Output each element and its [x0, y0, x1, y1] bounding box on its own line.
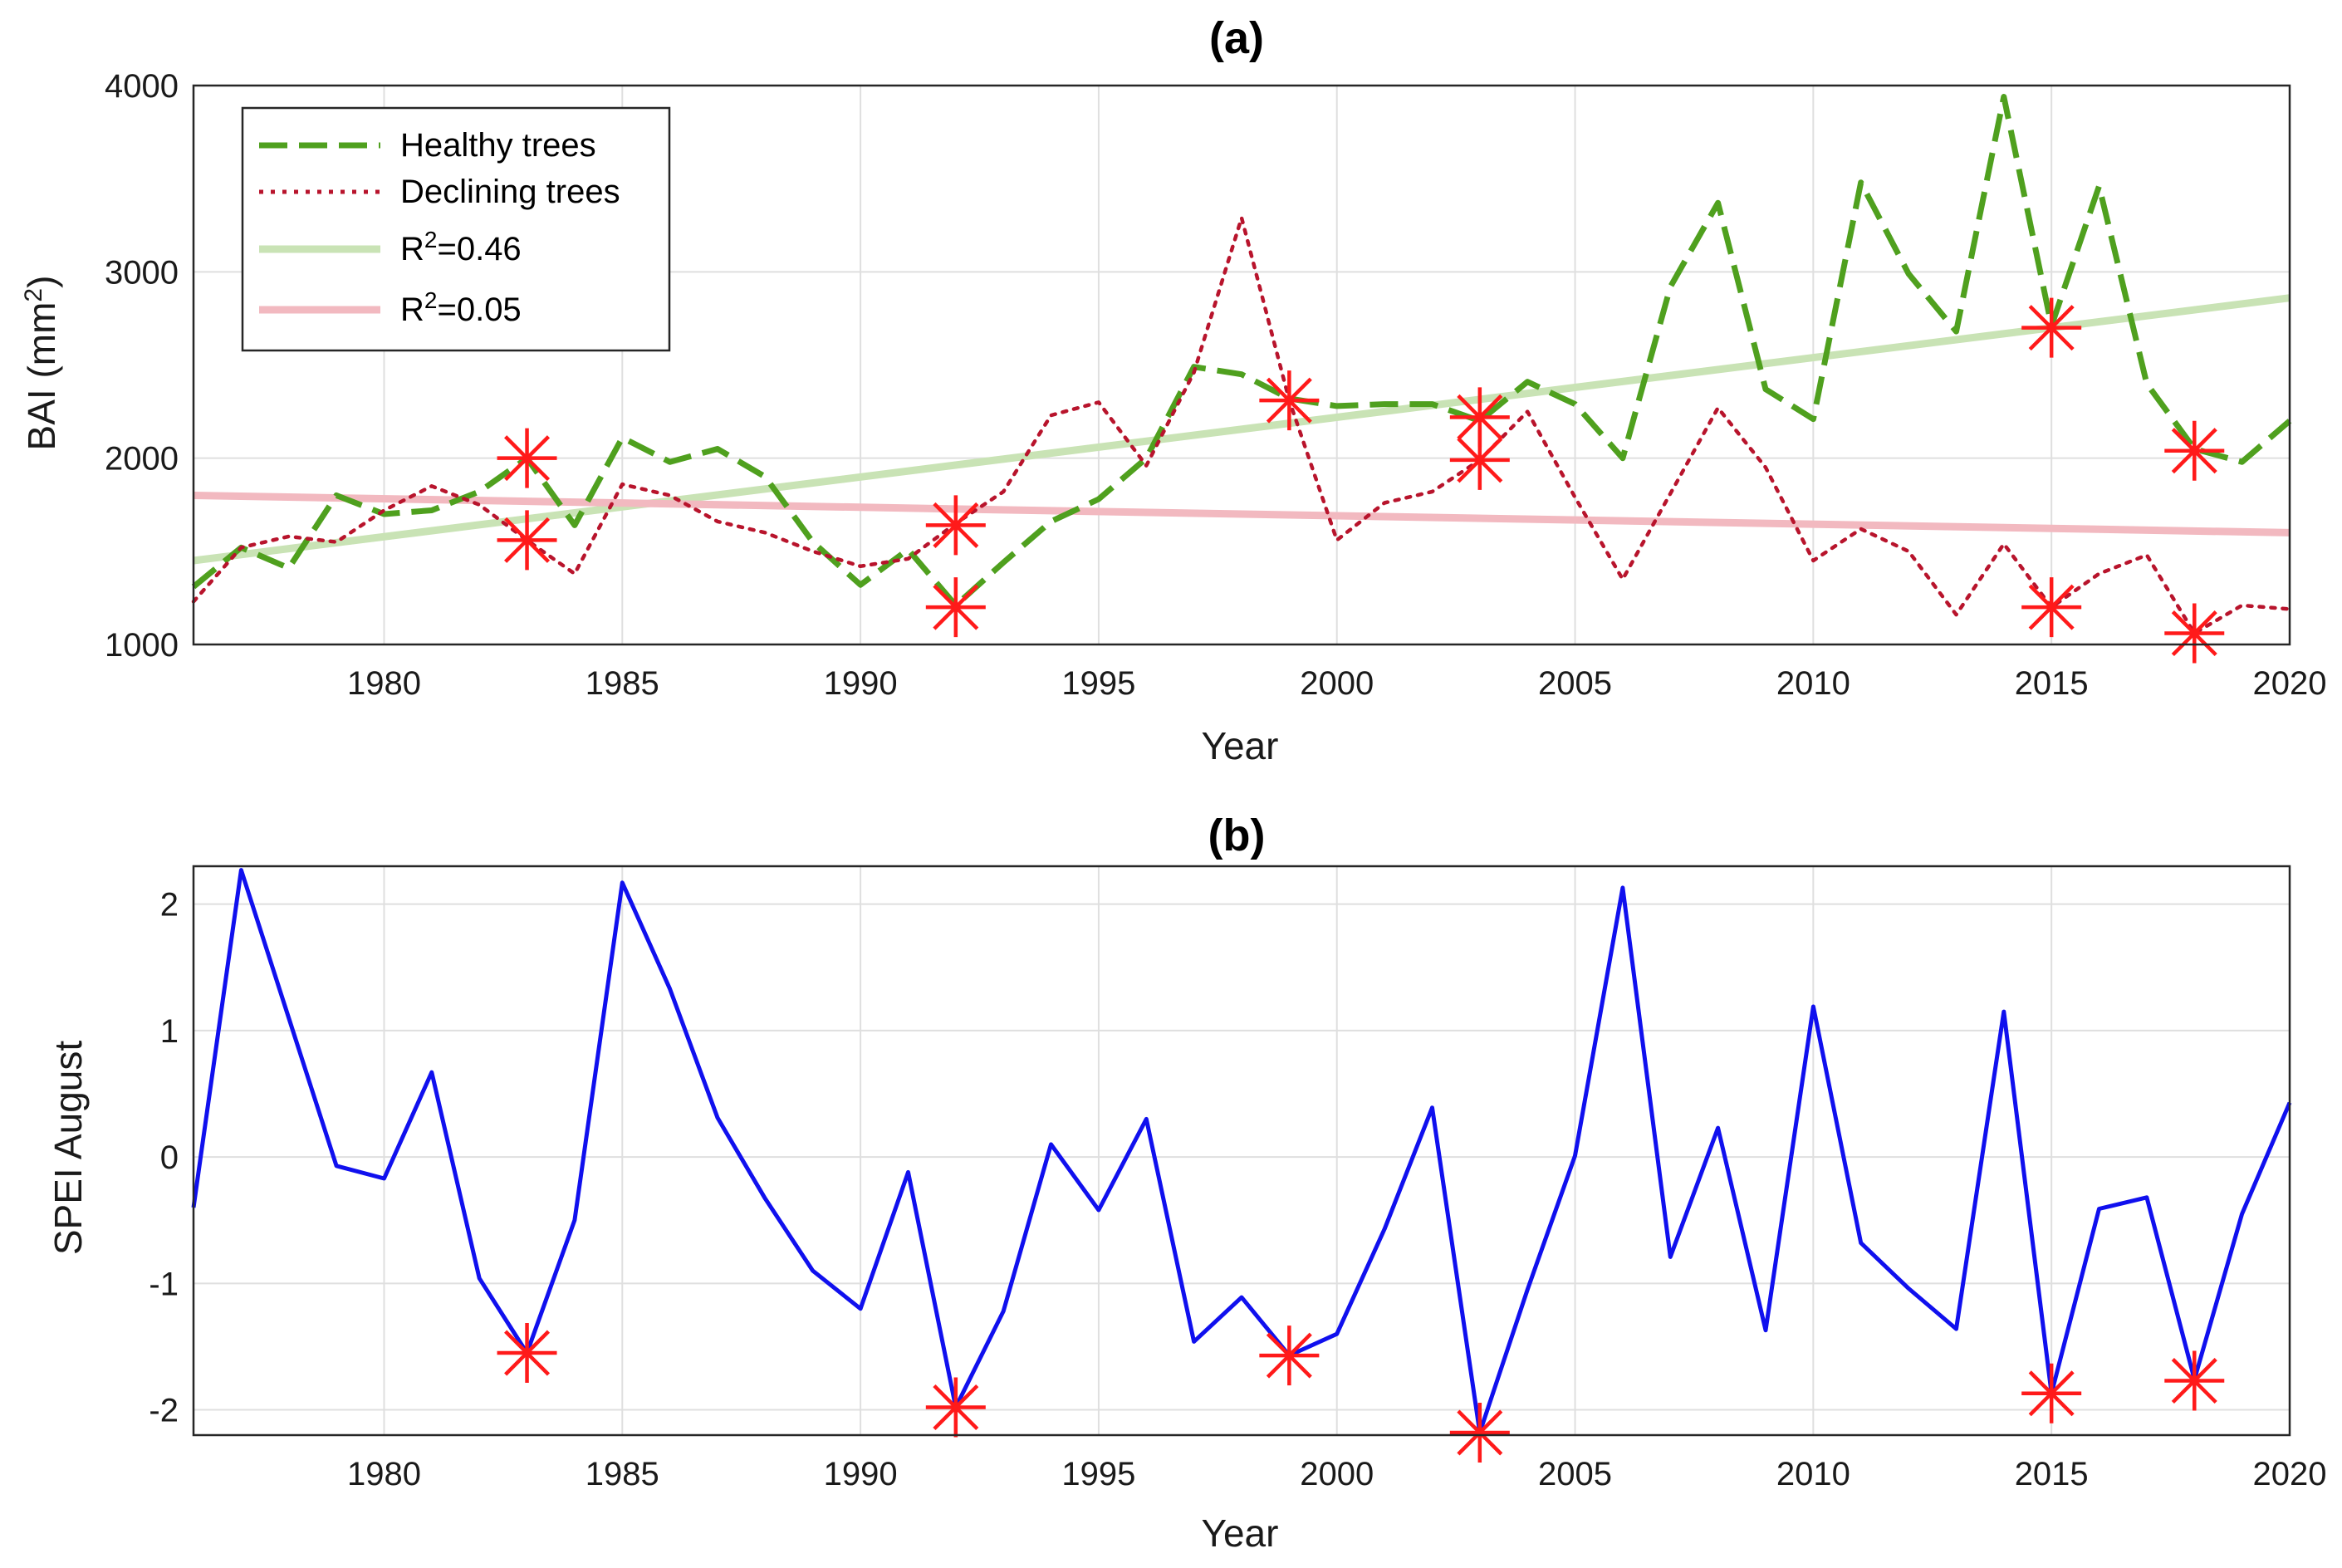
x-tick-label: 1990 — [824, 1456, 898, 1492]
y-tick-label: -1 — [149, 1266, 179, 1302]
drought-marker — [497, 1323, 557, 1384]
panel-b-drought-markers — [497, 1323, 2225, 1463]
marker-stroke — [2028, 584, 2075, 630]
x-tick-label: 1980 — [347, 665, 421, 702]
panel-a-x-tick-labels: 1980 1985 1990 1995 2000 2005 2010 2015 2020 — [347, 665, 2327, 702]
trend-line-r-0-46 — [193, 294, 2291, 565]
drought-marker — [497, 428, 557, 488]
y-tick-label: 2 — [160, 887, 179, 924]
drought-marker — [2021, 577, 2082, 638]
x-tick-label: 1995 — [1061, 665, 1135, 702]
panel-a: (a) 1980 1985 1990 1995 2000 2005 2010 2015 2020… — [20, 13, 2327, 767]
panel-b-title: (b) — [1208, 811, 1266, 860]
x-tick-label: 1980 — [347, 1456, 421, 1492]
legend-label-trend-healthy: R2=0.46 — [400, 227, 522, 268]
marker-stroke — [2171, 1358, 2217, 1404]
drought-marker — [2021, 297, 2082, 358]
y-tick-label: 0 — [160, 1139, 179, 1176]
panel-a-title: (a) — [1209, 13, 1264, 63]
panel-a-series — [191, 94, 2292, 635]
x-tick-label: 2020 — [2253, 1456, 2327, 1492]
y-tick-label: 1000 — [105, 627, 179, 664]
x-tick-label: 1985 — [586, 1456, 659, 1492]
marker-stroke — [2171, 428, 2217, 474]
marker-stroke — [1457, 437, 1503, 483]
series-line-declining-trees — [191, 216, 2292, 635]
drought-marker — [2164, 1350, 2225, 1411]
drought-marker — [925, 577, 986, 638]
drought-marker — [1449, 1402, 1510, 1463]
legend-label-declining: Declining trees — [400, 174, 620, 210]
drought-marker — [2164, 420, 2225, 481]
panel-b-y-axis-label: SPEI August — [47, 1041, 90, 1255]
panel-b-x-axis-label: Year — [1202, 1512, 1279, 1555]
panel-b-axes-frame — [192, 865, 2291, 1437]
panel-a-drought-markers — [497, 297, 2225, 664]
legend-label-trend-declining: R2=0.05 — [400, 287, 522, 329]
x-tick-label: 2000 — [1300, 665, 1374, 702]
trend-line-r-0-05 — [193, 492, 2291, 537]
y-tick-label: 2000 — [105, 441, 179, 478]
panel-a-x-axis-label: Year — [1202, 724, 1279, 767]
series-line-healthy-trees — [191, 94, 2292, 609]
marker-stroke — [2028, 1370, 2075, 1417]
x-tick-label: 1985 — [586, 665, 659, 702]
y-tick-label: 1 — [160, 1013, 179, 1050]
x-tick-label: 2010 — [1776, 1456, 1850, 1492]
panel-b-series — [191, 868, 2292, 1435]
x-tick-label: 2020 — [2253, 665, 2327, 702]
panel-a-legend: Healthy trees Declining trees R2=0.46 R2… — [241, 106, 671, 352]
panel-b-grid — [194, 866, 2291, 1435]
panel-a-y-axis-label: BAI (mm2) — [20, 276, 64, 451]
panel-a-trend-lines — [193, 294, 2291, 565]
x-tick-label: 1995 — [1061, 1456, 1135, 1492]
panel-a-y-tick-labels: 1000 2000 3000 4000 — [105, 68, 179, 664]
x-tick-label: 2010 — [1776, 665, 1850, 702]
panel-b: (b) 1980 1985 1990 1995 2000 2005 2010 2015 2020… — [47, 811, 2326, 1555]
y-tick-label: 4000 — [105, 68, 179, 105]
x-tick-label: 2005 — [1538, 665, 1612, 702]
marker-stroke — [933, 1384, 979, 1431]
y-tick-label: 3000 — [105, 254, 179, 291]
drought-marker — [2021, 1363, 2082, 1423]
marker-stroke — [1457, 394, 1503, 440]
marker-stroke — [1266, 1332, 1312, 1379]
drought-marker — [925, 1377, 986, 1438]
x-tick-label: 2015 — [2015, 1456, 2089, 1492]
marker-stroke — [504, 1330, 551, 1376]
legend-label-healthy: Healthy trees — [400, 127, 596, 164]
drought-marker — [1259, 1325, 1320, 1386]
drought-marker — [2164, 603, 2225, 664]
drought-marker — [925, 495, 986, 556]
drought-marker — [1259, 370, 1320, 431]
marker-stroke — [933, 584, 979, 630]
x-tick-label: 1990 — [824, 665, 898, 702]
marker-stroke — [504, 517, 551, 563]
panel-b-y-tick-labels: -2 -1 0 1 2 — [149, 887, 179, 1429]
marker-stroke — [933, 502, 979, 548]
x-tick-label: 2005 — [1538, 1456, 1612, 1492]
y-tick-label: -2 — [149, 1393, 179, 1429]
marker-stroke — [1266, 377, 1312, 424]
x-tick-label: 2015 — [2015, 665, 2089, 702]
drought-marker — [1449, 429, 1510, 490]
panel-a-axes-frame — [192, 84, 2291, 646]
drought-marker — [497, 510, 557, 571]
marker-stroke — [504, 435, 551, 482]
x-tick-label: 2000 — [1300, 1456, 1374, 1492]
panel-b-x-tick-labels: 1980 1985 1990 1995 2000 2005 2010 2015 2020 — [347, 1456, 2327, 1492]
marker-stroke — [2028, 305, 2075, 351]
series-line-spei-august — [191, 868, 2292, 1435]
marker-stroke — [2171, 610, 2217, 657]
marker-stroke — [1457, 1409, 1503, 1456]
